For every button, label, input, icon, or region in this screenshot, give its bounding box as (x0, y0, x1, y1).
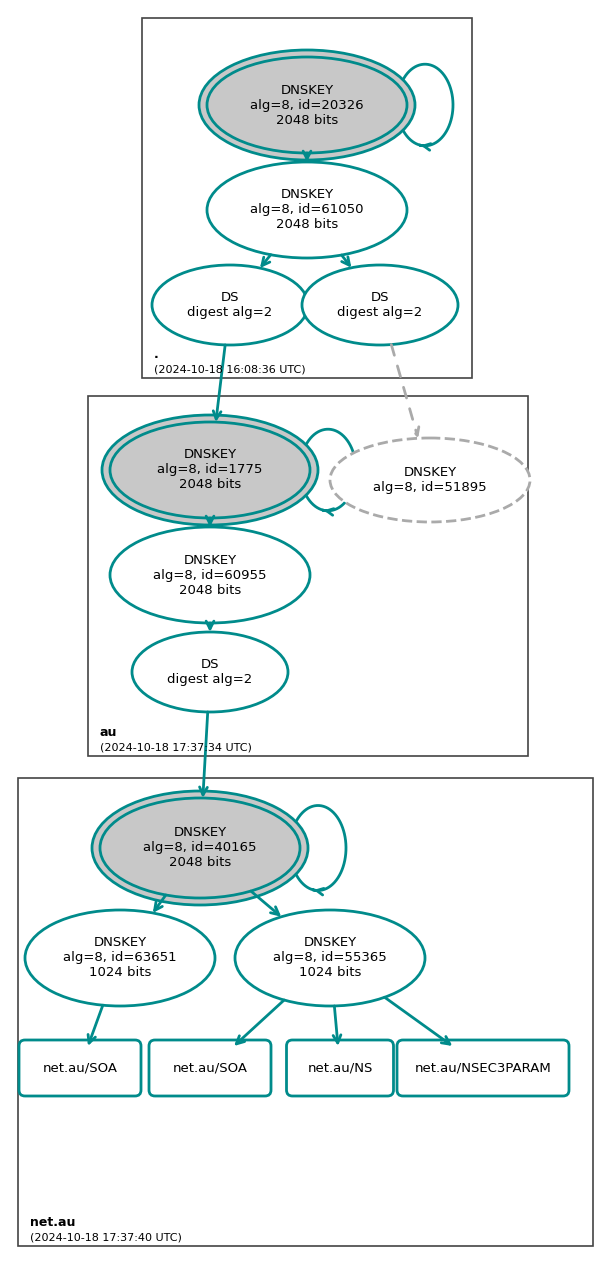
Text: DS
digest alg=2: DS digest alg=2 (167, 658, 252, 686)
Text: (2024-10-18 17:37:40 UTC): (2024-10-18 17:37:40 UTC) (30, 1232, 182, 1242)
Text: DNSKEY
alg=8, id=1775
2048 bits: DNSKEY alg=8, id=1775 2048 bits (157, 449, 263, 492)
Text: net.au/SOA: net.au/SOA (172, 1062, 247, 1075)
Text: DNSKEY
alg=8, id=51895: DNSKEY alg=8, id=51895 (373, 466, 487, 495)
Bar (88, 396, 528, 757)
Ellipse shape (132, 633, 288, 712)
Ellipse shape (152, 265, 308, 345)
Ellipse shape (25, 910, 215, 1006)
Text: net.au: net.au (30, 1215, 75, 1229)
Text: DNSKEY
alg=8, id=40165
2048 bits: DNSKEY alg=8, id=40165 2048 bits (143, 827, 257, 869)
Text: (2024-10-18 16:08:36 UTC): (2024-10-18 16:08:36 UTC) (154, 364, 306, 374)
Ellipse shape (110, 422, 310, 518)
Ellipse shape (330, 438, 530, 521)
Ellipse shape (92, 791, 308, 905)
Text: net.au/NSEC3PARAM: net.au/NSEC3PARAM (415, 1062, 551, 1075)
Text: au: au (100, 726, 117, 739)
FancyBboxPatch shape (397, 1040, 569, 1097)
Text: DNSKEY
alg=8, id=63651
1024 bits: DNSKEY alg=8, id=63651 1024 bits (63, 937, 177, 979)
Ellipse shape (110, 527, 310, 622)
Text: DNSKEY
alg=8, id=60955
2048 bits: DNSKEY alg=8, id=60955 2048 bits (153, 553, 267, 597)
Ellipse shape (199, 50, 415, 160)
Bar (142, 18, 472, 378)
Ellipse shape (302, 265, 458, 345)
Text: net.au/SOA: net.au/SOA (43, 1062, 117, 1075)
Ellipse shape (207, 162, 407, 258)
Text: DS
digest alg=2: DS digest alg=2 (188, 291, 273, 320)
Ellipse shape (207, 58, 407, 153)
Ellipse shape (100, 797, 300, 898)
Text: DNSKEY
alg=8, id=55365
1024 bits: DNSKEY alg=8, id=55365 1024 bits (273, 937, 387, 979)
Text: .: . (154, 348, 159, 360)
FancyBboxPatch shape (149, 1040, 271, 1097)
Text: DS
digest alg=2: DS digest alg=2 (337, 291, 423, 320)
Text: (2024-10-18 17:37:34 UTC): (2024-10-18 17:37:34 UTC) (100, 743, 252, 751)
Text: DNSKEY
alg=8, id=61050
2048 bits: DNSKEY alg=8, id=61050 2048 bits (251, 188, 364, 231)
Ellipse shape (102, 415, 318, 525)
Ellipse shape (235, 910, 425, 1006)
FancyBboxPatch shape (287, 1040, 393, 1097)
Bar (18, 778, 593, 1246)
Text: DNSKEY
alg=8, id=20326
2048 bits: DNSKEY alg=8, id=20326 2048 bits (250, 83, 364, 127)
Text: net.au/NS: net.au/NS (307, 1062, 373, 1075)
FancyBboxPatch shape (19, 1040, 141, 1097)
